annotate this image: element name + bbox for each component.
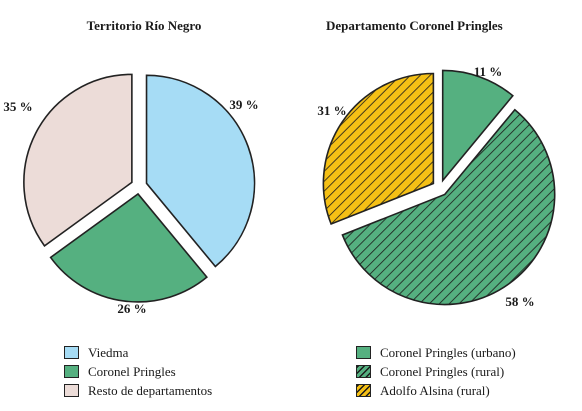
slice-label-coronel-pringles-urbano: 11 % <box>474 64 503 79</box>
legend-label: Coronel Pringles <box>88 363 176 379</box>
legend-item-rural: Coronel Pringles (rural) <box>356 362 516 381</box>
chart-title-coronel-pringles: Departamento Coronel Pringles <box>326 18 503 33</box>
legend-item-viedma: Viedma <box>64 343 212 362</box>
legend-swatch-alsina <box>356 384 371 397</box>
legend-item-urbano: Coronel Pringles (urbano) <box>356 343 516 362</box>
legend-label: Resto de departamentos <box>88 382 213 398</box>
pie-rio-negro: 39 % 26 % 35 % <box>3 73 259 316</box>
slice-label-coronel-pringles-rural: 58 % <box>505 294 534 309</box>
legend-item-resto: Resto de departamentos <box>64 381 212 400</box>
legend-coronel-pringles: Coronel Pringles (urbano) Coronel Pringl… <box>356 343 516 400</box>
pie-slice-adolfo-alsina-rural <box>322 72 435 226</box>
legend-label: Viedma <box>88 344 129 360</box>
pie-slice-coronel-pringles <box>49 192 208 303</box>
legend-swatch-rural <box>356 365 371 378</box>
legend-swatch-viedma <box>64 346 79 359</box>
pie-slice-viedma <box>145 74 256 268</box>
pie-coronel-pringles: 11 % 58 % 31 % <box>317 64 556 309</box>
legend-rio-negro: Viedma Coronel Pringles Resto de departa… <box>64 343 212 400</box>
legend-label: Coronel Pringles (urbano) <box>380 344 516 360</box>
pie-slice-resto-de-departamentos <box>23 73 133 247</box>
pie-slice-coronel-pringles-rural <box>341 108 556 306</box>
legend-item-alsina: Adolfo Alsina (rural) <box>356 381 516 400</box>
slice-label-viedma: 39 % <box>229 97 258 112</box>
legend-swatch-resto <box>64 384 79 397</box>
chart-title-rio-negro: Territorio Río Negro <box>86 18 202 33</box>
legend-item-coronel-pringles: Coronel Pringles <box>64 362 212 381</box>
slice-label-resto-de-departamentos: 35 % <box>3 99 32 114</box>
legend-label: Adolfo Alsina (rural) <box>380 382 490 398</box>
legend-swatch-coronel-pringles <box>64 365 79 378</box>
slice-label-coronel-pringles: 26 % <box>117 301 146 316</box>
legend-swatch-urbano <box>356 346 371 359</box>
legend-label: Coronel Pringles (rural) <box>380 363 505 379</box>
slice-label-adolfo-alsina-rural: 31 % <box>317 103 346 118</box>
pie-slice-coronel-pringles-urbano <box>441 69 514 183</box>
